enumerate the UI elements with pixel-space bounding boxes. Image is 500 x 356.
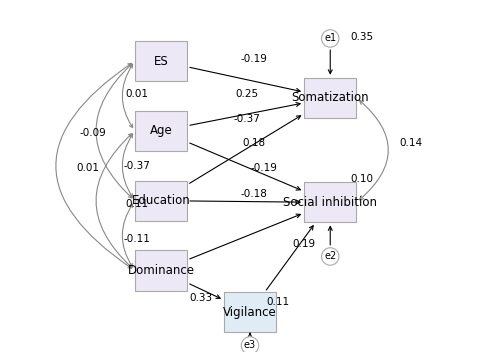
Text: 0.25: 0.25 xyxy=(235,89,258,99)
Text: 0.11: 0.11 xyxy=(125,199,148,209)
Text: -0.37: -0.37 xyxy=(123,161,150,171)
Circle shape xyxy=(242,337,258,354)
FancyBboxPatch shape xyxy=(135,41,187,81)
Text: 0.11: 0.11 xyxy=(266,297,289,307)
Text: 0.18: 0.18 xyxy=(242,138,265,148)
Text: 0.14: 0.14 xyxy=(399,138,422,148)
Text: Somatization: Somatization xyxy=(292,91,369,104)
Text: Dominance: Dominance xyxy=(128,264,194,277)
Circle shape xyxy=(322,30,339,47)
Text: -0.19: -0.19 xyxy=(240,54,267,64)
Text: -0.37: -0.37 xyxy=(233,114,260,124)
FancyBboxPatch shape xyxy=(304,78,356,118)
FancyBboxPatch shape xyxy=(224,292,276,333)
Text: Education: Education xyxy=(132,194,190,207)
Text: 0.33: 0.33 xyxy=(190,293,212,303)
Text: e3: e3 xyxy=(244,340,256,350)
Text: Vigilance: Vigilance xyxy=(223,306,277,319)
Text: ES: ES xyxy=(154,54,168,68)
Text: 0.19: 0.19 xyxy=(292,239,316,249)
Text: -0.09: -0.09 xyxy=(80,128,106,138)
Text: -0.19: -0.19 xyxy=(250,163,278,173)
Text: Age: Age xyxy=(150,124,172,137)
Text: Social inhibition: Social inhibition xyxy=(283,196,377,209)
Text: 0.01: 0.01 xyxy=(76,163,100,173)
FancyBboxPatch shape xyxy=(135,250,187,290)
Circle shape xyxy=(322,248,339,265)
Text: 0.01: 0.01 xyxy=(125,89,148,99)
Text: -0.11: -0.11 xyxy=(123,234,150,244)
Text: -0.18: -0.18 xyxy=(240,189,267,199)
Text: e1: e1 xyxy=(324,33,336,43)
Text: 0.35: 0.35 xyxy=(350,32,373,42)
Text: 0.10: 0.10 xyxy=(350,174,373,184)
FancyBboxPatch shape xyxy=(135,180,187,221)
FancyBboxPatch shape xyxy=(135,111,187,151)
FancyBboxPatch shape xyxy=(304,182,356,222)
Text: e2: e2 xyxy=(324,251,336,262)
